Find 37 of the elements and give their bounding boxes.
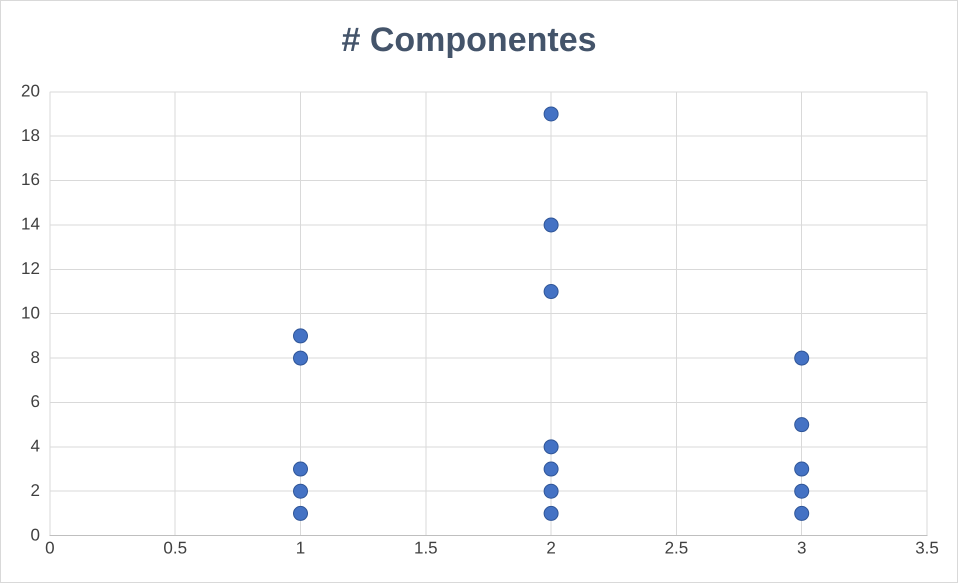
point <box>794 506 810 521</box>
point <box>544 217 559 232</box>
point <box>293 484 308 499</box>
point <box>544 284 559 300</box>
x-tick-label: 1 <box>296 538 306 558</box>
chart-title: # Componentes <box>341 20 597 59</box>
y-tick-label: 10 <box>20 303 40 322</box>
point <box>544 439 559 454</box>
point <box>794 350 810 366</box>
point <box>794 484 810 499</box>
point <box>794 417 810 432</box>
point <box>544 462 559 477</box>
y-tick-label: 16 <box>20 170 40 190</box>
point <box>293 350 308 366</box>
y-tick-label: 12 <box>20 259 40 278</box>
point <box>544 106 559 122</box>
point <box>293 328 308 344</box>
y-tick-label: 2 <box>30 480 40 500</box>
point <box>293 462 308 477</box>
x-tick-label: 0.5 <box>163 538 188 558</box>
y-tick-label: 0 <box>30 525 40 544</box>
y-tick-label: 20 <box>20 81 40 100</box>
x-tick-label: 2 <box>546 538 556 558</box>
point <box>544 506 559 521</box>
y-tick-label: 6 <box>30 392 40 412</box>
y-tick-label: 14 <box>20 214 40 234</box>
y-tick-label: 18 <box>20 126 40 145</box>
y-tick-label: 8 <box>30 348 40 367</box>
point <box>544 484 559 499</box>
point <box>794 462 810 477</box>
x-tick-label: 3.5 <box>915 538 939 558</box>
x-tick-label: 2.5 <box>664 538 688 558</box>
y-tick-label: 4 <box>30 436 40 456</box>
x-tick-label: 1.5 <box>414 538 438 558</box>
x-tick-label: 0 <box>45 538 55 558</box>
point <box>293 506 308 521</box>
x-tick-label: 3 <box>796 538 806 558</box>
